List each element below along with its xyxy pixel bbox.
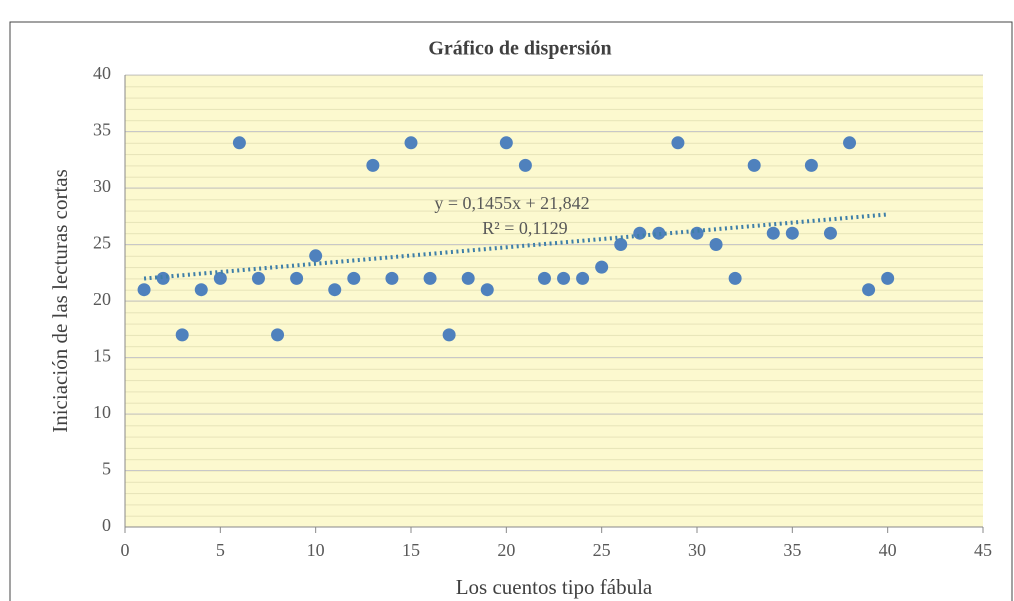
point: [271, 328, 285, 342]
x-tick-label: 15: [402, 540, 420, 560]
y-tick-label: 20: [93, 289, 111, 309]
trendline-r2: R² = 0,1129: [482, 218, 567, 238]
point: [480, 283, 494, 297]
point: [537, 271, 551, 285]
point: [213, 271, 227, 285]
point: [595, 260, 609, 274]
point: [423, 271, 437, 285]
point: [251, 271, 265, 285]
x-tick-label: 10: [307, 540, 325, 560]
y-tick-label: 40: [93, 63, 111, 83]
x-tick-label: 20: [497, 540, 515, 560]
y-tick-label: 10: [93, 402, 111, 422]
point: [728, 271, 742, 285]
point: [823, 226, 837, 240]
point: [652, 226, 666, 240]
y-tick-label: 25: [93, 233, 111, 253]
point: [232, 136, 246, 150]
point: [633, 226, 647, 240]
point: [785, 226, 799, 240]
x-tick-label: 30: [688, 540, 706, 560]
point: [671, 136, 685, 150]
chart-title: Gráfico de dispersión: [428, 38, 611, 60]
x-tick-label: 40: [879, 540, 897, 560]
point: [557, 271, 571, 285]
point: [175, 328, 189, 342]
point: [442, 328, 456, 342]
y-tick-label: 30: [93, 176, 111, 196]
point: [366, 158, 380, 172]
y-axis-label: Iniciación de las lecturas cortas: [48, 169, 72, 433]
y-tick-label: 15: [93, 346, 111, 366]
x-tick-label: 35: [783, 540, 801, 560]
point: [328, 283, 342, 297]
point: [461, 271, 475, 285]
point: [309, 249, 323, 263]
x-tick-label: 45: [974, 540, 992, 560]
point: [881, 271, 895, 285]
point: [862, 283, 876, 297]
y-tick-label: 0: [102, 515, 111, 535]
y-tick-label: 5: [102, 459, 111, 479]
point: [194, 283, 208, 297]
point: [404, 136, 418, 150]
trendline: [143, 212, 888, 281]
x-tick-label: 5: [216, 540, 225, 560]
x-tick-label: 25: [593, 540, 611, 560]
point: [766, 226, 780, 240]
point: [518, 158, 532, 172]
point: [385, 271, 399, 285]
point: [843, 136, 857, 150]
point: [137, 283, 151, 297]
point: [614, 238, 628, 251]
x-tick-label: 0: [121, 540, 130, 560]
point: [499, 136, 513, 150]
point: [347, 271, 361, 285]
point: [290, 271, 304, 285]
point: [576, 271, 590, 285]
point: [747, 158, 761, 172]
point: [804, 158, 818, 172]
point: [709, 238, 723, 251]
trendline-equation: y = 0,1455x + 21,842: [434, 193, 589, 213]
x-axis-label: Los cuentos tipo fábula: [456, 575, 653, 599]
y-tick-label: 35: [93, 120, 111, 140]
